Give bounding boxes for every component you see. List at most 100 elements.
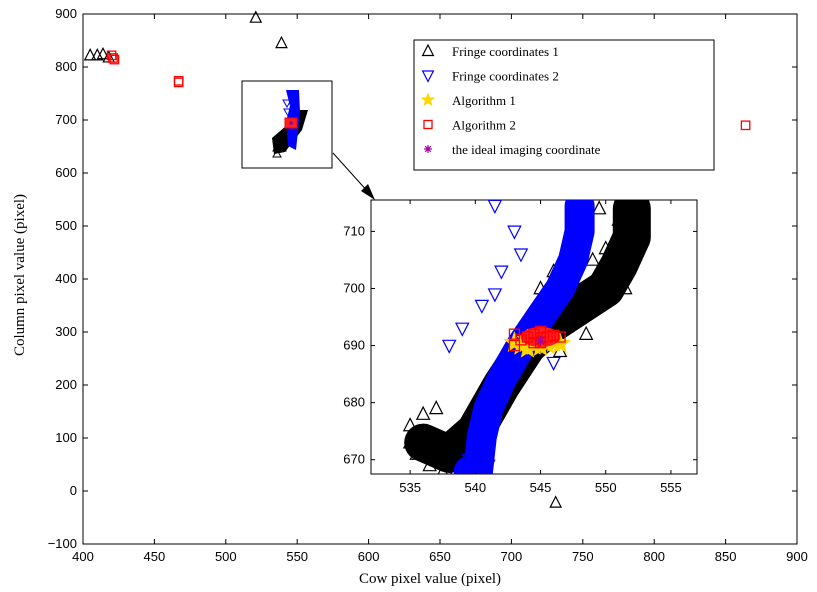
thumbnail-fringe1-point <box>277 142 287 152</box>
legend-label: Fringe coordinates 1 <box>452 44 559 59</box>
inset-y-tick-label: 690 <box>343 338 365 353</box>
algorithm2-point <box>108 53 118 63</box>
algorithm2-point <box>541 331 553 343</box>
zoom-inset-data <box>402 200 651 474</box>
fringe2-point <box>474 299 490 314</box>
inset-x-tick-label: 555 <box>660 480 682 495</box>
fringe2-point <box>441 339 457 354</box>
y-tick-label: 200 <box>55 377 77 392</box>
thumbnail-fringe2-point <box>283 108 293 118</box>
legend-label: Algorithm 2 <box>452 118 516 133</box>
algorithm2-point <box>515 334 527 346</box>
algorithm2-point <box>547 329 560 341</box>
fringe1-point <box>249 10 263 23</box>
legend-box <box>413 39 715 171</box>
x-tick-label: 650 <box>429 549 451 564</box>
inset-y-tick-label: 670 <box>343 452 365 467</box>
x-tick-label: 900 <box>786 549 808 564</box>
fringe1-point <box>611 211 627 226</box>
x-tick-label: 750 <box>572 549 594 564</box>
y-tick-label: 700 <box>55 112 77 127</box>
fringe2-point <box>454 322 470 337</box>
fringe1-point <box>591 200 607 215</box>
thumbnail-fringe2-point <box>282 99 292 109</box>
fringe2-point <box>461 453 477 469</box>
x-tick-label: 500 <box>215 549 237 564</box>
overview-thumbnail <box>241 80 333 169</box>
inset-x-tick-label: 550 <box>595 480 617 495</box>
y-tick-label: 900 <box>55 6 77 21</box>
legend-label: Algorithm 1 <box>452 93 516 108</box>
fringe2-point <box>507 225 522 240</box>
inset-x-tick-label: 545 <box>530 480 552 495</box>
fringe2-point <box>487 288 503 303</box>
algorithm2-point <box>521 331 534 343</box>
fringe2-point <box>481 459 496 474</box>
algorithm2-point <box>508 339 521 352</box>
fringe1-point <box>604 257 620 272</box>
legend-marker <box>424 145 432 153</box>
fringe2-point <box>546 356 561 371</box>
fringe2-point <box>494 265 509 280</box>
inset-x-tick-label: 535 <box>399 480 421 495</box>
algorithm2-point <box>740 120 751 131</box>
x-tick-label: 850 <box>715 549 737 564</box>
x-tick-label: 800 <box>643 549 665 564</box>
x-tick-label: 600 <box>358 549 380 564</box>
thumbnail-ideal-point <box>289 121 293 125</box>
zoom-arrow <box>332 152 375 200</box>
x-axis-label: Cow pixel value (pixel) <box>359 571 501 587</box>
legend-marker <box>420 92 436 107</box>
y-tick-label: 300 <box>55 324 77 339</box>
legend-marker <box>421 43 435 57</box>
legend-entry: Fringe coordinates 1 <box>421 43 559 59</box>
legend-marker <box>421 70 435 83</box>
y-tick-label: 400 <box>55 271 77 286</box>
fringe1-point <box>611 274 627 289</box>
legend-label: the ideal imaging coordinate <box>452 142 601 157</box>
legend-entry: Algorithm 1 <box>420 92 516 108</box>
fringe1-point <box>422 457 437 472</box>
x-tick-label: 550 <box>286 549 308 564</box>
fringe1-point <box>549 495 563 508</box>
fringe1-point <box>275 35 288 49</box>
fringe1-point <box>578 325 594 340</box>
ideal-imaging-point <box>535 335 546 346</box>
y-tick-label: 500 <box>55 218 77 233</box>
y-tick-label: 800 <box>55 59 77 74</box>
x-tick-label: 700 <box>501 549 523 564</box>
fringe1-point <box>96 46 110 60</box>
inset-x-tick-label: 540 <box>464 480 486 495</box>
y-tick-label: −100 <box>48 536 77 551</box>
legend-label: Fringe coordinates 2 <box>452 69 559 84</box>
legend: Fringe coordinates 1 Fringe coordinates 2… <box>413 39 715 171</box>
y-axis-label: Column pixel value (pixel) <box>12 194 28 356</box>
fringe1-point <box>83 48 97 61</box>
x-tick-label: 450 <box>144 549 166 564</box>
algorithm2-point <box>109 54 120 65</box>
zoom-inset-ticks: 535 540 545 550 555 670 680 690 700 710 <box>343 200 697 495</box>
algorithm2-point <box>508 328 521 340</box>
algorithm2-point <box>528 328 540 340</box>
x-tick-label: 400 <box>72 549 94 564</box>
fringe1-point <box>585 251 600 266</box>
legend-marker <box>423 119 433 130</box>
inset-y-tick-label: 680 <box>343 395 365 410</box>
inset-y-tick-label: 700 <box>343 280 365 295</box>
fringe1-point <box>409 445 424 460</box>
main-data-points <box>83 10 751 508</box>
legend-entry: the ideal imaging coordinate <box>424 142 601 157</box>
inset-y-tick-label: 710 <box>343 223 365 238</box>
fringe1-point <box>437 463 448 474</box>
legend-entry: Algorithm 2 <box>423 118 516 133</box>
fringe1-point <box>422 428 437 443</box>
main-axis-ticks: 400 450 500 550 600 650 700 750 800 850 900 −100 0 10… <box>48 6 808 564</box>
thumbnail-fringe1-point <box>272 148 282 158</box>
y-tick-label: 0 <box>70 483 77 498</box>
fringe2-point <box>513 248 529 263</box>
y-tick-label: 600 <box>55 165 77 180</box>
legend-entry: Fringe coordinates 2 <box>421 69 559 84</box>
y-tick-label: 100 <box>55 430 77 445</box>
fringe2-point <box>487 200 503 215</box>
